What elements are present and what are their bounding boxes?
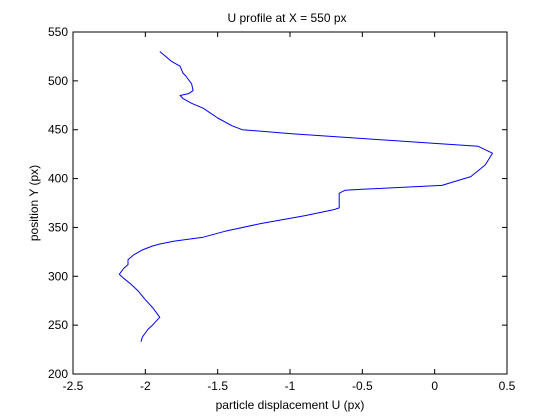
x-tick-label: -2.5 bbox=[63, 379, 84, 393]
x-tick-label: -0.5 bbox=[352, 379, 373, 393]
x-tick-label: -1.5 bbox=[207, 379, 228, 393]
x-tick-label: -2 bbox=[140, 379, 151, 393]
y-tick-label: 400 bbox=[48, 172, 68, 186]
y-tick-label: 250 bbox=[48, 318, 68, 332]
y-axis-label: position Y (px) bbox=[27, 165, 41, 241]
plot-area bbox=[72, 31, 508, 375]
x-axis: -2.5 -2 -1.5 -1 -0.5 0 0.5 bbox=[63, 32, 516, 393]
x-tick-label: 0.5 bbox=[499, 379, 516, 393]
x-tick-label: 0 bbox=[431, 379, 438, 393]
series-group bbox=[118, 51, 493, 342]
y-tick-label: 450 bbox=[48, 123, 68, 137]
series-line bbox=[118, 51, 493, 342]
y-axis: 200 250 300 350 400 450 500 550 bbox=[48, 25, 507, 381]
y-tick-label: 500 bbox=[48, 74, 68, 88]
chart-title: U profile at X = 550 px bbox=[227, 11, 346, 25]
y-tick-label: 300 bbox=[48, 269, 68, 283]
y-tick-label: 200 bbox=[48, 367, 68, 381]
y-tick-label: 550 bbox=[48, 25, 68, 39]
x-tick-label: -1 bbox=[285, 379, 296, 393]
x-axis-label: particle displacement U (px) bbox=[216, 398, 365, 412]
y-tick-label: 350 bbox=[48, 220, 68, 234]
